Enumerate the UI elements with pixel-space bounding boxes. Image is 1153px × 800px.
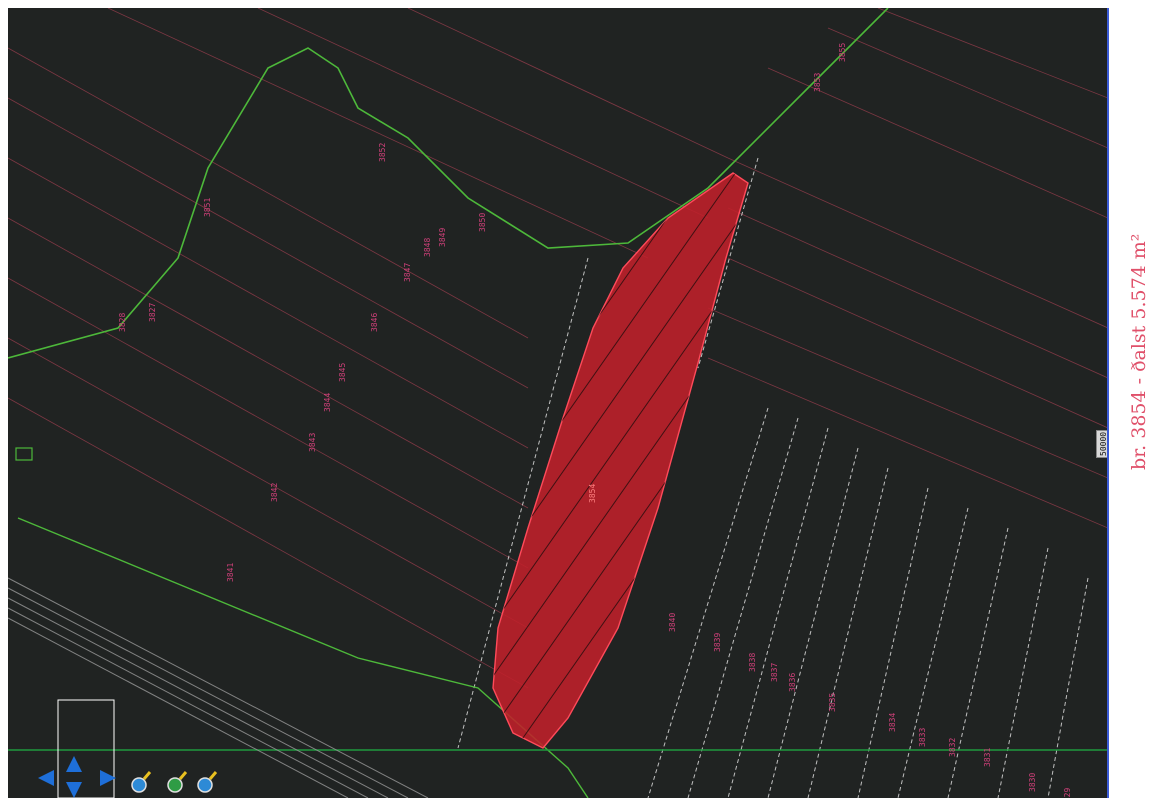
parcel-label: 3830 — [1028, 772, 1037, 792]
parcel-label: 3837 — [770, 662, 779, 682]
frame-edge — [1107, 8, 1109, 798]
green-boundary-line — [8, 8, 889, 359]
parcel-label: 3842 — [270, 482, 279, 502]
parcel-label: 3852 — [378, 142, 387, 162]
parcel-label: 3839 — [713, 632, 722, 652]
parcel-label: 3845 — [338, 362, 347, 382]
handwritten-annotation: br. 3854 - ðalst 5.574 m² — [1128, 233, 1150, 470]
zoom-out-icon[interactable] — [196, 770, 218, 796]
marker-square — [15, 447, 33, 461]
map-drawing — [8, 8, 1108, 798]
zoom-in-icon[interactable] — [130, 770, 152, 796]
parcel-label: 3833 — [918, 727, 927, 747]
parcel-label: 3846 — [370, 312, 379, 332]
parcel-label: 3836 — [788, 672, 797, 692]
road-band — [8, 577, 429, 798]
parcel-label: 3855 — [838, 42, 847, 62]
parcel-label: 3851 — [203, 197, 212, 217]
parcel-label: 3841 — [226, 562, 235, 582]
pan-up-icon[interactable] — [64, 754, 84, 774]
map-canvas[interactable]: 3855 3853 3852 3851 3850 3849 3848 3847 3846 3845… — [8, 8, 1108, 798]
pan-right-icon[interactable] — [98, 768, 118, 788]
parcel-label: 3832 — [948, 737, 957, 757]
parcel-label: 3828 — [118, 312, 127, 332]
lot-lines — [457, 157, 1089, 798]
parcel-label: 3849 — [438, 227, 447, 247]
parcel-label: 3853 — [813, 72, 822, 92]
pan-left-icon[interactable] — [36, 768, 56, 788]
parcel-label: 3838 — [748, 652, 757, 672]
parcel-label: 3850 — [478, 212, 487, 232]
parcel-label: 3827 — [148, 302, 157, 322]
parcel-label: 3847 — [403, 262, 412, 282]
parcel-boundary-lines — [8, 8, 1108, 689]
parcel-label: 3835 — [828, 692, 837, 712]
pan-down-icon[interactable] — [64, 780, 84, 798]
green-boundary-line-south — [17, 517, 589, 798]
parcel-label: 3840 — [668, 612, 677, 632]
parcel-label: 3848 — [423, 237, 432, 257]
parcel-label: 3843 — [308, 432, 317, 452]
parcel-label: 3834 — [888, 712, 897, 732]
zoom-extent-icon[interactable] — [166, 770, 188, 796]
parcel-label: 3831 — [983, 747, 992, 767]
parcel-label: 3829 — [1063, 787, 1072, 798]
highlighted-parcel-label: 3854 — [588, 483, 597, 503]
parcel-label: 3844 — [323, 392, 332, 412]
overview-frame — [57, 699, 115, 798]
